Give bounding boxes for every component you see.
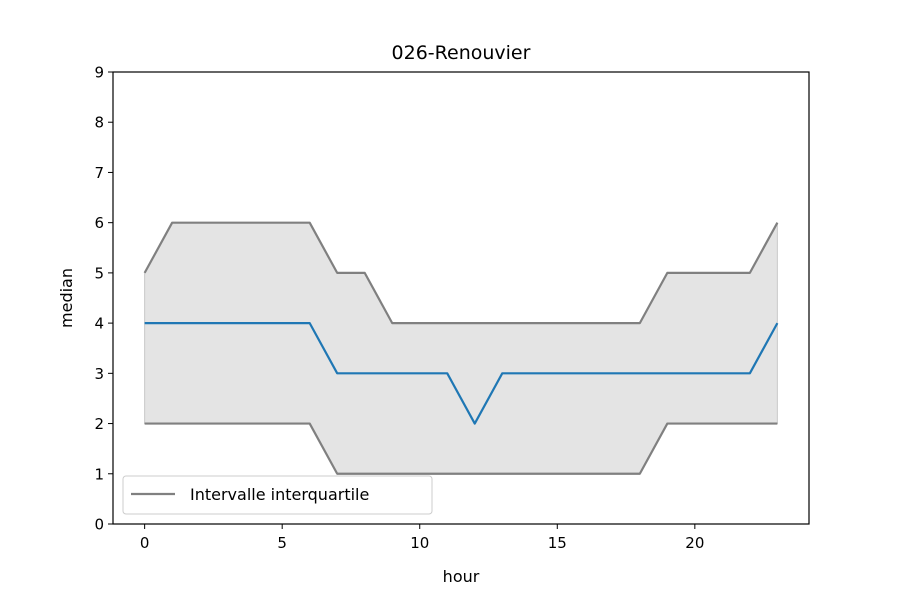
y-tick-label: 9 (94, 64, 104, 82)
series-line-q25 (144, 422, 778, 475)
y-tick-label: 3 (94, 365, 104, 383)
series-line-q75 (143, 221, 779, 325)
y-tick-label: 6 (94, 214, 104, 232)
x-tick-label: 20 (685, 534, 704, 552)
plot-area (143, 221, 779, 475)
y-tick-label: 4 (94, 315, 104, 333)
y-tick-label: 7 (94, 164, 104, 182)
y-tick-label: 2 (94, 415, 104, 433)
x-tick-label: 15 (548, 534, 567, 552)
legend-entry-label: Intervalle interquartile (190, 485, 369, 504)
legend: Intervalle interquartile (122, 475, 433, 515)
x-tick-label: 10 (410, 534, 429, 552)
y-tick-label: 0 (94, 516, 104, 534)
legend-box (122, 475, 433, 515)
x-tick-label: 5 (277, 534, 287, 552)
plot-frame (112, 71, 810, 525)
chart-title: 026-Renouvier (392, 42, 531, 64)
y-tick-label: 5 (94, 264, 104, 282)
y-axis-label: median (57, 268, 76, 328)
x-axis-label: hour (443, 567, 480, 586)
series-line-median (144, 322, 779, 425)
y-axis: 0 1 2 3 4 5 6 7 8 9 (94, 64, 113, 534)
x-axis: 0 5 10 15 20 (140, 524, 704, 552)
y-tick-label: 1 (94, 465, 104, 483)
x-tick-label: 0 (140, 534, 150, 552)
y-tick-label: 8 (94, 114, 104, 132)
